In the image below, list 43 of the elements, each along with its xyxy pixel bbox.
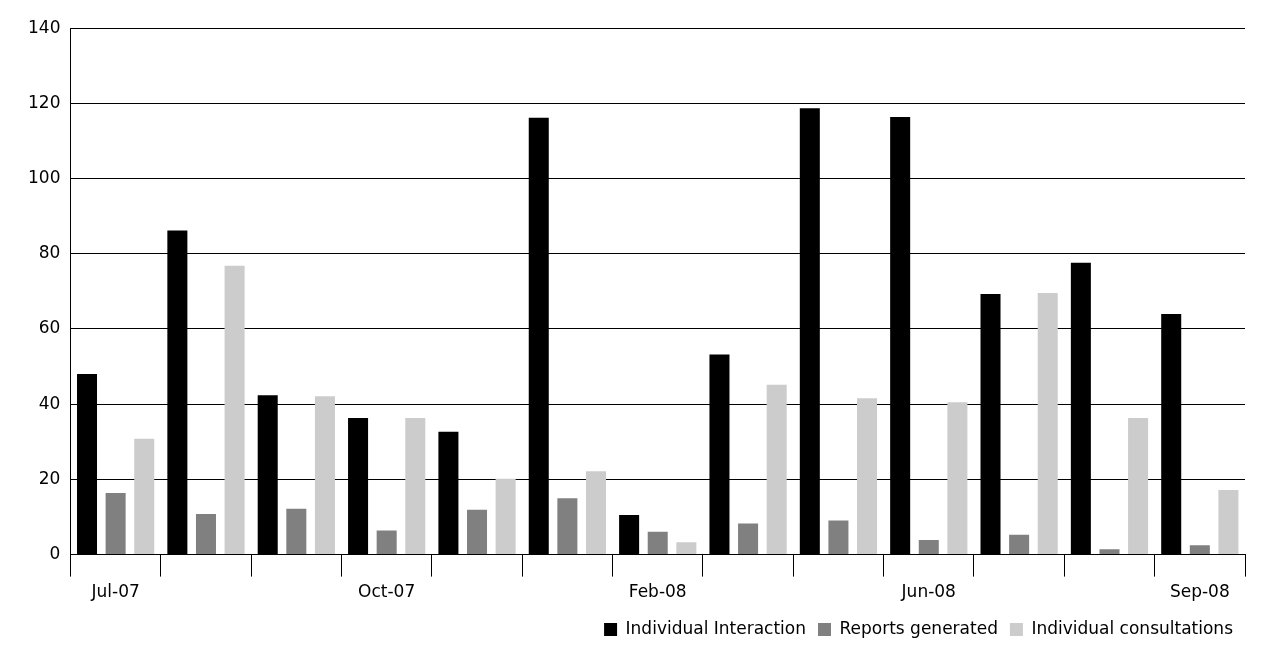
bar bbox=[738, 523, 759, 555]
legend-label: Individual Interaction bbox=[625, 617, 807, 638]
bar bbox=[647, 531, 668, 555]
x-tick-label: Jun-08 bbox=[900, 581, 956, 602]
y-tick-label: 60 bbox=[38, 317, 61, 338]
bar bbox=[286, 508, 307, 555]
legend-label: Individual consultations bbox=[1031, 617, 1234, 638]
y-tick-label: 20 bbox=[38, 467, 61, 488]
bar bbox=[314, 396, 335, 555]
bar bbox=[467, 509, 488, 555]
x-tick-label: Sep-08 bbox=[1169, 581, 1230, 602]
bar bbox=[105, 492, 126, 555]
bar bbox=[557, 498, 578, 555]
bar bbox=[1218, 489, 1239, 555]
bar bbox=[1099, 549, 1120, 555]
bar bbox=[828, 520, 849, 555]
bar bbox=[1009, 534, 1030, 555]
bar bbox=[495, 478, 516, 555]
bar bbox=[1037, 292, 1058, 555]
bar bbox=[224, 265, 245, 555]
bar bbox=[918, 539, 939, 555]
y-tick-label: 0 bbox=[49, 543, 61, 564]
y-tick-label: 140 bbox=[27, 16, 61, 37]
bar bbox=[947, 402, 968, 555]
bar bbox=[134, 438, 155, 555]
y-tick-label: 120 bbox=[27, 91, 61, 112]
y-tick-label: 100 bbox=[27, 167, 61, 188]
bar bbox=[619, 515, 640, 555]
x-tick-label: Jul-07 bbox=[90, 581, 140, 602]
bar bbox=[195, 513, 216, 555]
y-tick-label: 40 bbox=[38, 392, 61, 413]
bar bbox=[1189, 545, 1210, 555]
bar bbox=[376, 530, 397, 555]
bar bbox=[766, 384, 787, 555]
x-tick-label: Feb-08 bbox=[628, 581, 687, 602]
bar bbox=[585, 471, 606, 555]
bar bbox=[1128, 418, 1149, 555]
y-tick-label: 80 bbox=[38, 242, 61, 263]
x-tick-label: Oct-07 bbox=[358, 581, 416, 602]
bar bbox=[676, 542, 697, 555]
legend-label: Reports generated bbox=[839, 617, 998, 638]
bar bbox=[857, 398, 878, 555]
bar bbox=[405, 418, 426, 555]
